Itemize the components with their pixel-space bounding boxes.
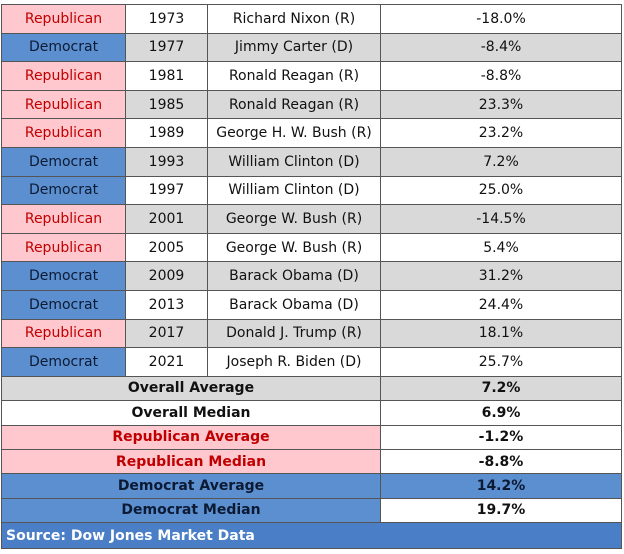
year-cell: 2005 [125,232,208,263]
president-cell: Jimmy Carter (D) [207,32,381,63]
summary-row: Overall Average 7.2% [1,375,622,402]
summary-value: -1.2% [380,424,622,450]
summary-row: Democrat Average 14.2% [1,473,622,499]
year-cell: 1973 [125,4,208,34]
table-row: Republican 1989 George H. W. Bush (R) 23.2% [1,118,622,148]
president-cell: William Clinton (D) [207,146,381,177]
return-cell: 5.4% [380,232,622,263]
president-cell: William Clinton (D) [207,175,381,206]
table-row: Democrat 1993 William Clinton (D) 7.2% [1,146,622,177]
summary-value: 19.7% [380,497,622,524]
summary-label: Overall Average [1,375,381,402]
return-cell: 18.1% [380,318,622,349]
year-cell: 2021 [125,347,208,377]
president-cell: George W. Bush (R) [207,232,381,263]
table-row: Democrat 2013 Barack Obama (D) 24.4% [1,289,622,320]
return-cell: 25.0% [380,175,622,206]
returns-table: Republican 1973 Richard Nixon (R) -18.0% Dem… [1,4,622,550]
source-note: Source: Dow Jones Market Data [1,522,622,550]
year-cell: 1981 [125,61,208,91]
year-cell: 2009 [125,261,208,291]
return-cell: 7.2% [380,146,622,177]
page: Republican 1973 Richard Nixon (R) -18.0% Dem… [0,4,624,554]
president-cell: Ronald Reagan (R) [207,89,381,120]
party-cell: Democrat [1,289,126,320]
president-cell: Barack Obama (D) [207,261,381,291]
year-cell: 2013 [125,289,208,320]
summary-value: 7.2% [380,375,622,402]
summary-row: Overall Median 6.9% [1,400,622,426]
return-cell: -14.5% [380,204,622,234]
summary-label: Overall Median [1,400,381,426]
return-cell: 25.7% [380,347,622,377]
return-cell: -8.8% [380,61,622,91]
party-cell: Democrat [1,347,126,377]
party-cell: Republican [1,204,126,234]
return-cell: 23.3% [380,89,622,120]
party-cell: Democrat [1,261,126,291]
summary-row: Democrat Median 19.7% [1,497,622,524]
table-row: Republican 1985 Ronald Reagan (R) 23.3% [1,89,622,120]
president-cell: Ronald Reagan (R) [207,61,381,91]
table-row: Democrat 1997 William Clinton (D) 25.0% [1,175,622,206]
party-cell: Republican [1,118,126,148]
summary-label: Republican Median [1,448,381,475]
year-cell: 1989 [125,118,208,148]
summary-row: Republican Median -8.8% [1,448,622,475]
president-cell: Barack Obama (D) [207,289,381,320]
return-cell: 23.2% [380,118,622,148]
return-cell: 31.2% [380,261,622,291]
summary-label: Democrat Average [1,473,381,499]
table-row: Democrat 2009 Barack Obama (D) 31.2% [1,261,622,291]
summary-label: Republican Average [1,424,381,450]
year-cell: 1997 [125,175,208,206]
year-cell: 2017 [125,318,208,349]
table-row: Democrat 2021 Joseph R. Biden (D) 25.7% [1,347,622,377]
summary-value: 14.2% [380,473,622,499]
year-cell: 1977 [125,32,208,63]
summary-label: Democrat Median [1,497,381,524]
return-cell: 24.4% [380,289,622,320]
president-cell: George H. W. Bush (R) [207,118,381,148]
summary-row: Republican Average -1.2% [1,424,622,450]
table-row: Republican 1973 Richard Nixon (R) -18.0% [1,4,622,34]
summary-value: 6.9% [380,400,622,426]
president-cell: Joseph R. Biden (D) [207,347,381,377]
return-cell: -18.0% [380,4,622,34]
party-cell: Republican [1,232,126,263]
table-row: Democrat 1977 Jimmy Carter (D) -8.4% [1,32,622,63]
president-cell: Richard Nixon (R) [207,4,381,34]
year-cell: 1985 [125,89,208,120]
president-cell: George W. Bush (R) [207,204,381,234]
table-row: Republican 1981 Ronald Reagan (R) -8.8% [1,61,622,91]
year-cell: 2001 [125,204,208,234]
table-row: Republican 2005 George W. Bush (R) 5.4% [1,232,622,263]
president-cell: Donald J. Trump (R) [207,318,381,349]
table-row: Republican 2017 Donald J. Trump (R) 18.1% [1,318,622,349]
table-row: Republican 2001 George W. Bush (R) -14.5% [1,204,622,234]
party-cell: Republican [1,89,126,120]
summary-value: -8.8% [380,448,622,475]
party-cell: Republican [1,318,126,349]
party-cell: Democrat [1,32,126,63]
party-cell: Republican [1,61,126,91]
year-cell: 1993 [125,146,208,177]
party-cell: Republican [1,4,126,34]
source-row: Source: Dow Jones Market Data [1,522,622,550]
party-cell: Democrat [1,175,126,206]
party-cell: Democrat [1,146,126,177]
return-cell: -8.4% [380,32,622,63]
table-body: Republican 1973 Richard Nixon (R) -18.0% Dem… [1,4,622,550]
